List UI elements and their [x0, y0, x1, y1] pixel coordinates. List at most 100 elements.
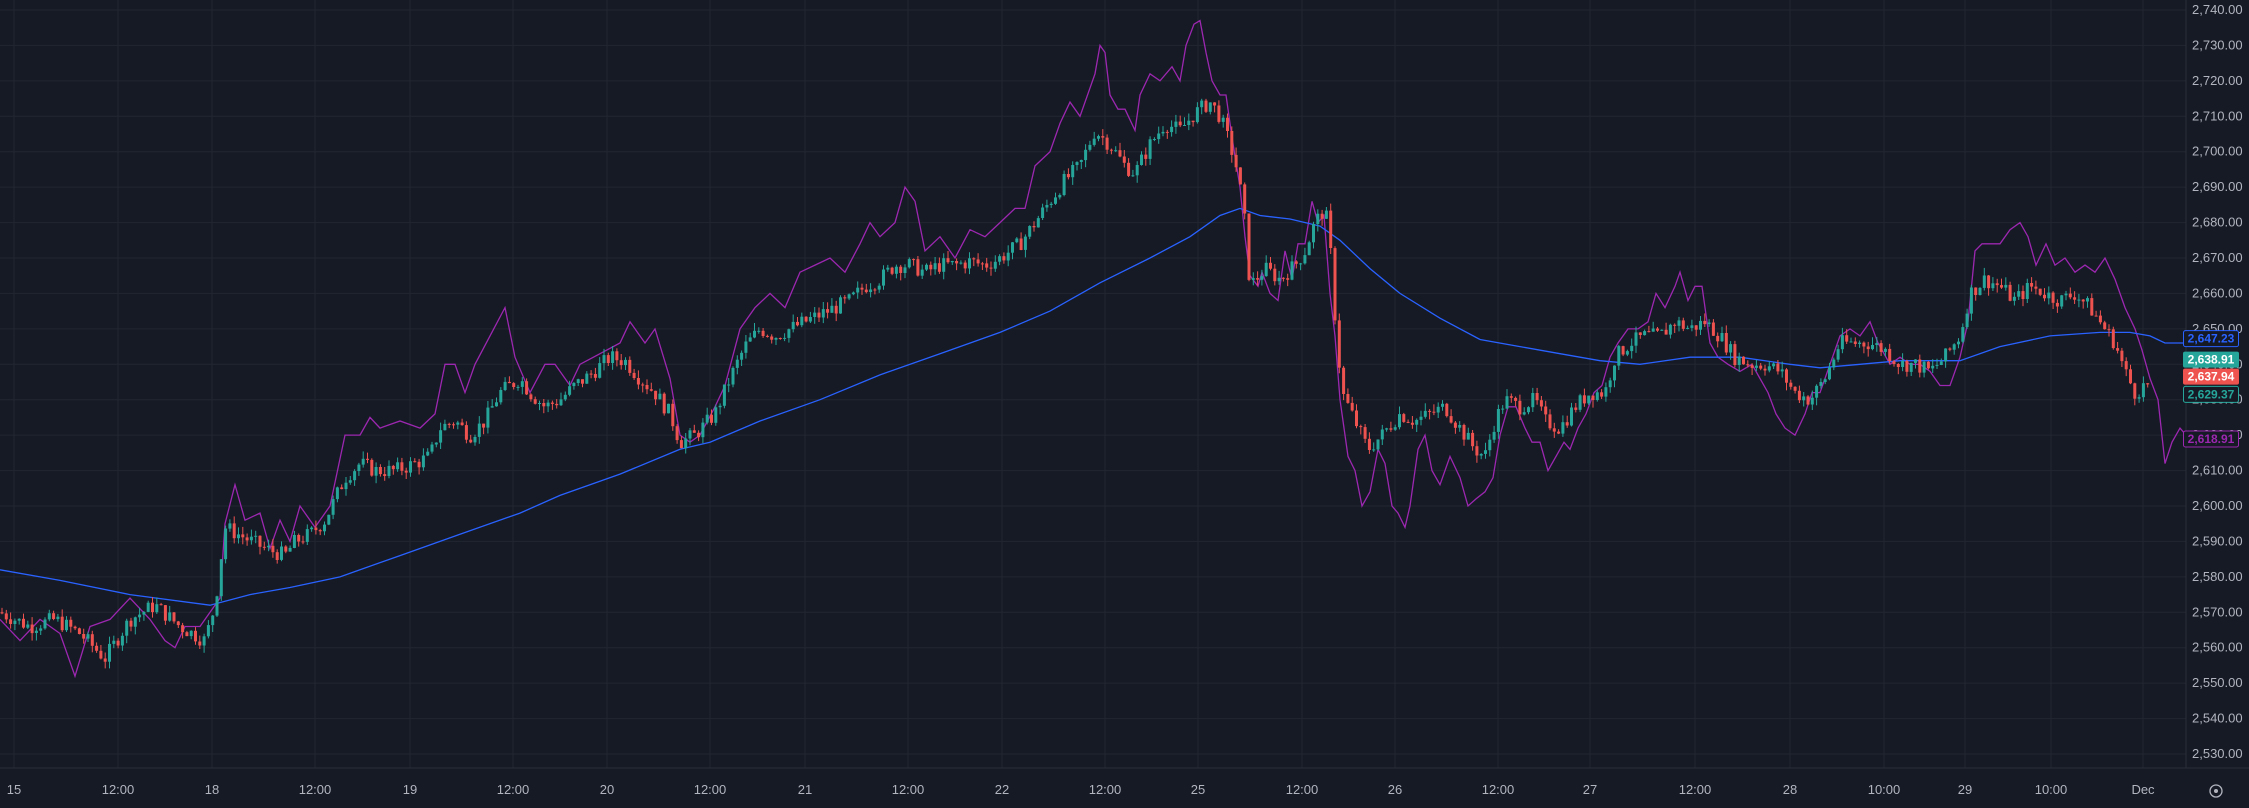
candle-body	[886, 267, 890, 270]
candle-body	[2133, 383, 2137, 399]
candle-body	[1449, 416, 1453, 423]
candle-body	[1350, 402, 1354, 411]
candle-body	[1475, 446, 1479, 456]
candle-body	[1333, 248, 1337, 321]
candle-body	[1277, 277, 1281, 282]
candle-body	[1281, 277, 1285, 279]
candle-body	[585, 373, 589, 384]
candle-body	[464, 425, 468, 440]
candle-body	[598, 363, 602, 378]
candle-body	[937, 263, 941, 272]
candle-body	[1991, 283, 1995, 289]
candle-body	[559, 399, 563, 406]
candle-body	[1372, 449, 1376, 451]
candle-body	[228, 523, 232, 529]
candle-body	[873, 289, 877, 291]
candle-body	[890, 267, 894, 274]
candle-body	[1858, 342, 1862, 344]
candle-body	[17, 618, 21, 621]
candle-body	[1888, 348, 1892, 362]
candle-body	[1832, 359, 1836, 368]
candle-body	[1496, 409, 1500, 432]
price-tag-label: 2,638.91	[2188, 353, 2235, 367]
candle-body	[305, 529, 309, 542]
candle-body	[955, 261, 959, 264]
candle-body	[1987, 275, 1991, 289]
candle-body	[705, 414, 709, 423]
candle-body	[1673, 324, 1677, 326]
candle-body	[348, 480, 352, 483]
x-tick-label: 29	[1958, 782, 1972, 797]
candle-body	[1359, 426, 1363, 428]
candle-body	[963, 262, 967, 269]
candle-body	[1716, 335, 1720, 342]
candle-body	[925, 264, 928, 270]
candle-body	[1011, 242, 1014, 253]
candle-body	[507, 381, 511, 384]
candle-body	[1230, 131, 1234, 155]
candle-body	[2004, 284, 2008, 288]
candle-body	[1238, 167, 1242, 185]
candle-body	[1570, 407, 1573, 426]
candle-body	[103, 658, 107, 662]
candle-body	[778, 338, 782, 339]
x-tick-label: 25	[1191, 782, 1205, 797]
candle-body	[1509, 396, 1513, 398]
price-tag-box	[2183, 330, 2239, 348]
y-tick-label: 2,580.00	[2192, 569, 2243, 584]
y-tick-label: 2,670.00	[2192, 250, 2243, 265]
candle-body	[2068, 293, 2072, 298]
candle-body	[1015, 238, 1019, 243]
gear-icon[interactable]	[2209, 784, 2223, 798]
candle-body	[1720, 333, 1724, 342]
time-axis-bg	[0, 768, 2249, 808]
candle-body	[1234, 154, 1238, 168]
candle-body	[370, 459, 374, 476]
x-tick-label: 10:00	[1868, 782, 1901, 797]
candle-body	[189, 630, 193, 637]
candle-body	[1114, 150, 1118, 152]
candle-body	[1664, 329, 1668, 335]
candle-body	[477, 423, 481, 437]
candle-body	[1376, 439, 1380, 450]
candle-body	[641, 384, 645, 386]
candle-body	[335, 487, 339, 500]
candle-body	[1157, 133, 1161, 140]
price-tags: 2,647.23 2,638.91 2,637.94 2,629.37 2,618.91	[2183, 330, 2239, 448]
price-axis[interactable]: 2,530.00 2,540.00 2,550.00 2,560.00 2,570.00…	[2185, 0, 2249, 808]
candle-body	[232, 523, 236, 539]
time-axis[interactable]: 15 12:00 18 12:00 19 12:00 20 12:00 21 12:00 22 12:…	[0, 767, 2249, 808]
candle-body	[1914, 359, 1917, 363]
candle-body	[834, 305, 838, 314]
candle-body	[413, 461, 417, 463]
candle-body	[787, 329, 791, 338]
candle-body	[344, 482, 348, 490]
candle-body	[1578, 395, 1582, 410]
candle-body	[125, 620, 129, 636]
candle-body	[1587, 395, 1591, 404]
candle-body	[1780, 369, 1784, 372]
candle-body	[1299, 263, 1303, 265]
candle-body	[1165, 131, 1169, 133]
candle-body	[907, 259, 911, 268]
candle-body	[1045, 205, 1049, 208]
candle-body	[2060, 295, 2064, 307]
candle-body	[624, 359, 627, 366]
candle-body	[495, 402, 498, 407]
y-tick-label: 2,570.00	[2192, 604, 2243, 619]
candle-body	[1479, 454, 1483, 456]
candle-body	[421, 455, 425, 468]
candle-body	[679, 440, 683, 449]
candle-body	[56, 616, 60, 620]
candle-body	[1109, 149, 1113, 151]
candle-body	[357, 464, 361, 471]
candle-body	[2086, 298, 2089, 302]
candle-body	[636, 378, 640, 385]
price-tag-label: 2,618.91	[2188, 432, 2235, 446]
candle-body	[142, 612, 146, 615]
candle-body	[400, 462, 404, 471]
candle-body	[1591, 395, 1595, 400]
candle-body	[1410, 422, 1414, 425]
